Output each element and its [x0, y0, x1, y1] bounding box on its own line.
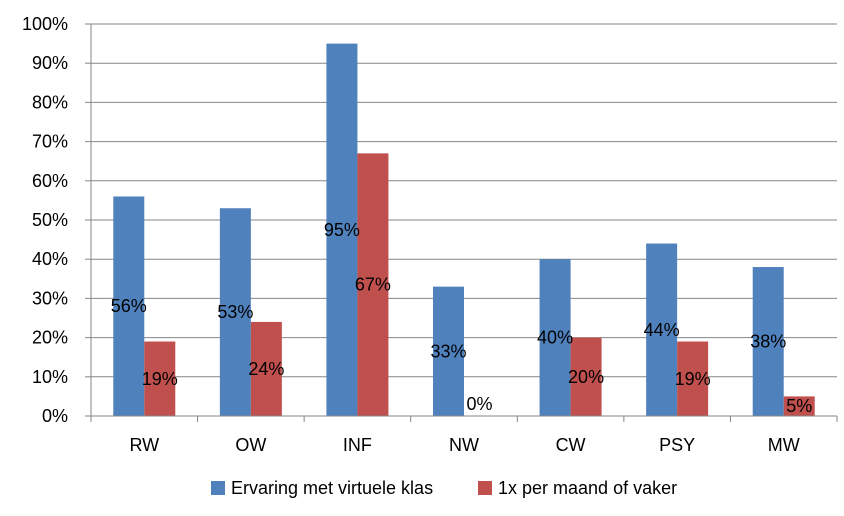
data-label: 56%: [111, 296, 147, 316]
data-label: 40%: [537, 328, 573, 348]
y-tick-label: 60%: [32, 171, 68, 191]
bar-maandelijks-mw: [783, 396, 815, 416]
legend-label: 1x per maand of vaker: [498, 478, 677, 498]
data-label: 19%: [142, 369, 178, 389]
bar-ervaring-rw: [113, 196, 145, 416]
bar-maandelijks-rw: [144, 341, 176, 416]
bar-ervaring-inf: [326, 43, 358, 416]
legend-label: Ervaring met virtuele klas: [231, 478, 433, 498]
y-tick-label: 30%: [32, 288, 68, 308]
legend-swatch: [478, 481, 492, 495]
y-tick-label: 10%: [32, 367, 68, 387]
gridlines: [91, 23, 837, 378]
legend: Ervaring met virtuele klas 1x per maand o…: [211, 478, 677, 498]
x-tick-label: PSY: [659, 435, 695, 455]
y-tick-label: 40%: [32, 249, 68, 269]
bar-maandelijks-inf: [357, 153, 389, 417]
bar-ervaring-psy: [646, 243, 678, 416]
bar-ervaring-cw: [539, 259, 571, 416]
data-label: 19%: [675, 369, 711, 389]
bar-ervaring-ow: [219, 208, 251, 416]
y-tick-label: 90%: [32, 53, 68, 73]
data-label: 95%: [324, 220, 360, 240]
bar-maandelijks-psy: [677, 341, 709, 416]
data-label: 38%: [750, 332, 786, 352]
x-tick-label: RW: [129, 435, 159, 455]
y-tick-label: 50%: [32, 210, 68, 230]
data-label: 24%: [248, 359, 284, 379]
data-label: 53%: [217, 302, 253, 322]
bar-maandelijks-cw: [570, 337, 602, 416]
data-label: 67%: [355, 275, 391, 295]
legend-swatch: [211, 481, 225, 495]
data-label: 33%: [430, 341, 466, 361]
bar-ervaring-mw: [752, 267, 784, 416]
x-tick-label: CW: [556, 435, 586, 455]
data-label: 20%: [568, 367, 604, 387]
data-labels: 56% 19% 53% 24% 95% 67% 33% 0% 40% 20% 44% 19% 38% 5%: [111, 220, 812, 416]
y-tick-label: 100%: [22, 14, 68, 34]
y-tick-label: 70%: [32, 132, 68, 152]
data-label: 0%: [466, 394, 492, 414]
x-tick-label: OW: [235, 435, 266, 455]
axes: 0% 10% 20% 30% 40% 50% 60% 70% 80% 90% 100% RW OW INF…: [22, 14, 838, 455]
x-tick-label: MW: [768, 435, 800, 455]
bar-maandelijks-ow: [250, 321, 282, 416]
bar-ervaring-nw: [433, 286, 464, 416]
x-tick-label: INF: [343, 435, 372, 455]
y-tick-label: 0%: [42, 406, 68, 426]
y-tick-label: 80%: [32, 92, 68, 112]
y-tick-label: 20%: [32, 328, 68, 348]
bars: [113, 43, 815, 417]
data-label: 44%: [644, 320, 680, 340]
x-tick-label: NW: [449, 435, 479, 455]
data-label: 5%: [786, 396, 812, 416]
